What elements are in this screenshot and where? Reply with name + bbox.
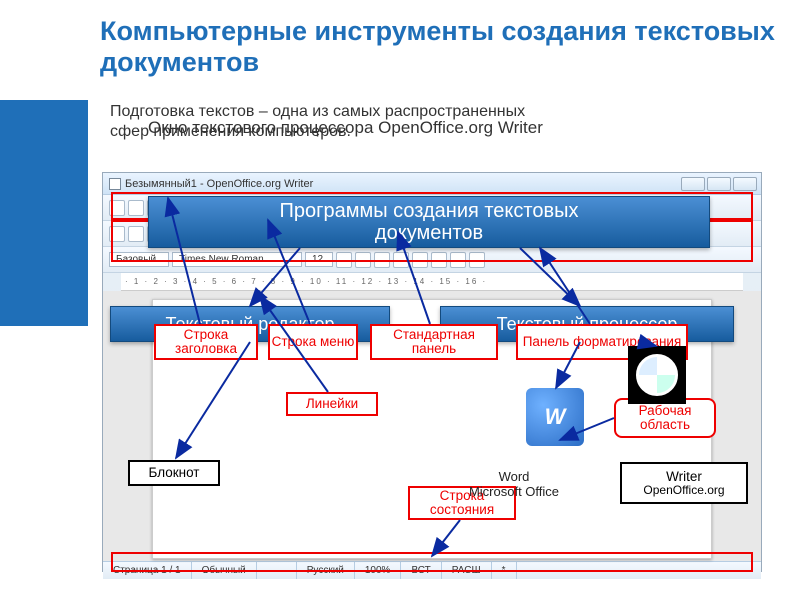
main-banner-l1: Программы создания текстовых <box>280 200 579 222</box>
page-title: Компьютерные инструменты создания тексто… <box>100 16 800 78</box>
sidebar-accent <box>0 100 88 326</box>
slide-sidebar <box>0 0 88 600</box>
ruler: · 1 · 2 · 3 · 4 · 5 · 6 · 7 · 8 · 9 · 10… <box>121 273 743 291</box>
label-title-row: Строка заголовка <box>154 324 258 360</box>
outline-statusbar <box>111 552 753 572</box>
label-msoffice: Microsoft Office <box>469 484 559 499</box>
window-buttons[interactable] <box>681 177 761 191</box>
main-banner-l2: документов <box>375 222 483 244</box>
main-banner: Программы создания текстовых документов <box>148 196 710 248</box>
label-menu-row: Строка меню <box>268 324 358 360</box>
label-ooorg: OpenOffice.org <box>643 484 724 497</box>
label-std-panel: Стандартная панель <box>370 324 498 360</box>
label-word: Word <box>499 469 530 484</box>
window-title: Безымянный1 - OpenOffice.org Writer <box>125 178 313 190</box>
label-workarea: Рабочая область <box>614 398 716 438</box>
word-icon <box>526 388 584 446</box>
doc-icon <box>109 178 121 190</box>
openoffice-icon <box>628 346 686 404</box>
label-writer: Writer <box>666 470 702 484</box>
label-notepad: Блокнот <box>128 460 220 486</box>
box-writer: Writer OpenOffice.org <box>620 462 748 504</box>
overlay-caption: Окно текстового процессора OpenOffice.or… <box>148 118 543 138</box>
label-rulers: Линейки <box>286 392 378 416</box>
